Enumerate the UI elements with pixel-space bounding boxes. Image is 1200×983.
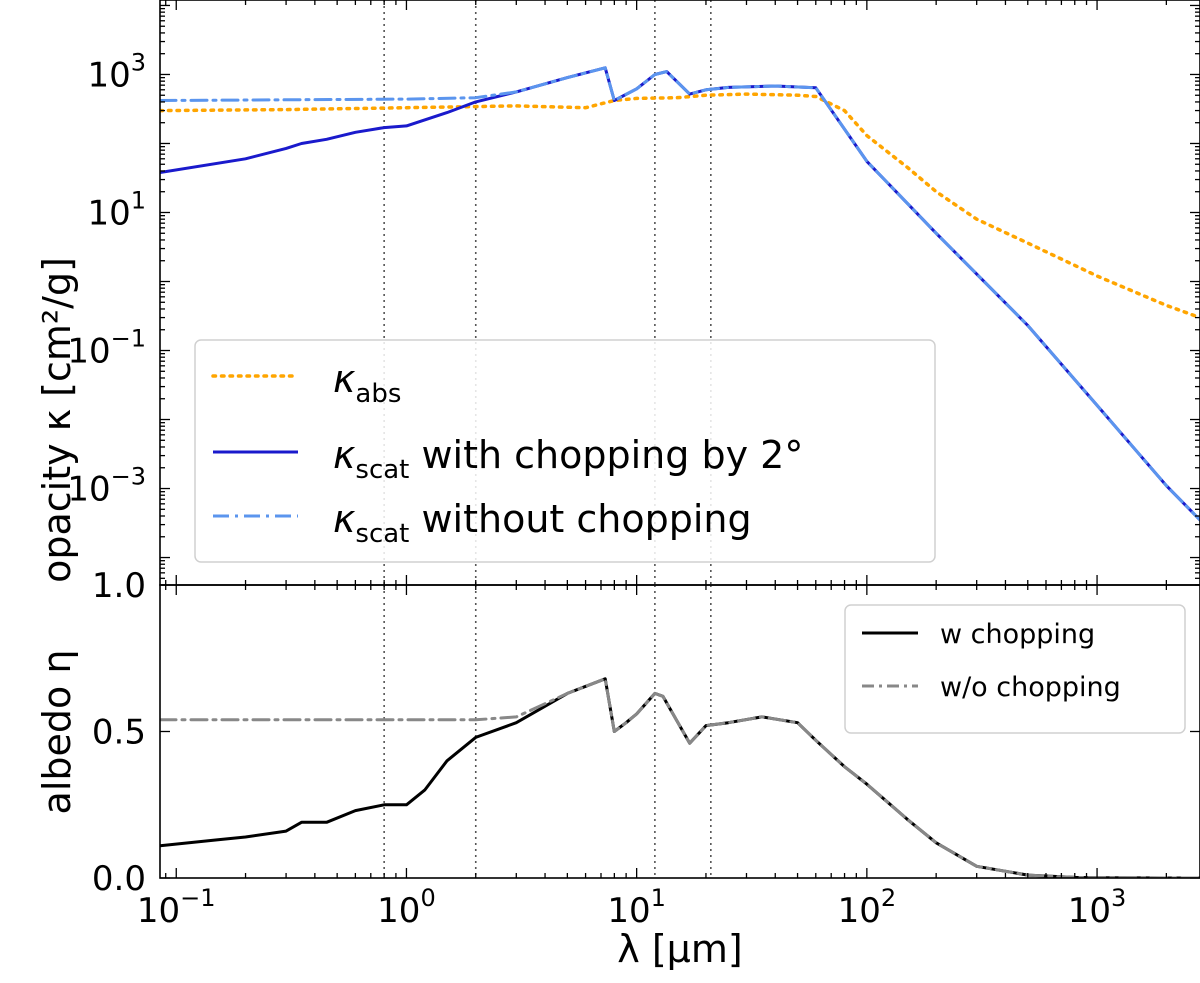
legend-kscat-nochop-label: κscat without chopping [333, 497, 752, 549]
y-tick-label: 0.5 [92, 713, 146, 753]
x-axis-label: λ [μm] [617, 927, 742, 971]
legend-kscat-chop-label: κscat with chopping by 2° [333, 433, 803, 485]
top-bottom-tick-label: 1.0 [92, 566, 146, 606]
x-tick-label: 100 [377, 884, 436, 931]
x-tick-label: 102 [838, 884, 897, 931]
y-tick-label: 10−1 [67, 325, 146, 372]
top-series-layer [160, 66, 1200, 522]
bottom-ticks: 0.0 0.5 10−1 100 101 102 103 [92, 584, 1200, 931]
top-legend: κabs κscat with chopping by 2° κscat wit… [194, 339, 936, 563]
x-tick-label: 103 [1068, 884, 1127, 931]
bottom-plot-frame [159, 584, 1200, 879]
top-legend-box [194, 339, 936, 563]
x-tick-label: 101 [607, 884, 666, 931]
bottom-legend: w chopping w/o chopping [844, 604, 1186, 734]
top-y-axis-label: opacity κ [cm²/g] [35, 257, 79, 583]
y-tick-label: 101 [87, 186, 146, 233]
bottom-y-axis-label: albedo η [35, 650, 79, 815]
legend-w-chopping-label: w chopping [940, 619, 1095, 650]
opacity-panel: 103 101 10−1 10−3 1.0 κabs κscat with choppi… [35, 0, 1200, 606]
series-line--scat-without-chopping [160, 66, 1200, 522]
legend-kabs-label: κabs [333, 357, 401, 409]
bottom-series-layer [160, 677, 1200, 878]
y-tick-label: 103 [87, 48, 146, 95]
series-line-w-o-chopping [160, 677, 1200, 878]
bottom-reference-lines [383, 585, 712, 878]
y-tick-label: 0.0 [92, 859, 146, 899]
series-line--abs [160, 92, 1200, 320]
legend-wo-chopping-label: w/o chopping [940, 672, 1121, 703]
albedo-panel: 0.0 0.5 10−1 100 101 102 103 w chopping w/o ch… [35, 584, 1200, 971]
x-tick-label: 10−1 [137, 884, 216, 931]
bottom-legend-box [844, 604, 1186, 734]
y-tick-label: 10−3 [67, 463, 146, 510]
top-ticks: 103 101 10−1 10−3 1.0 [67, 0, 1200, 606]
